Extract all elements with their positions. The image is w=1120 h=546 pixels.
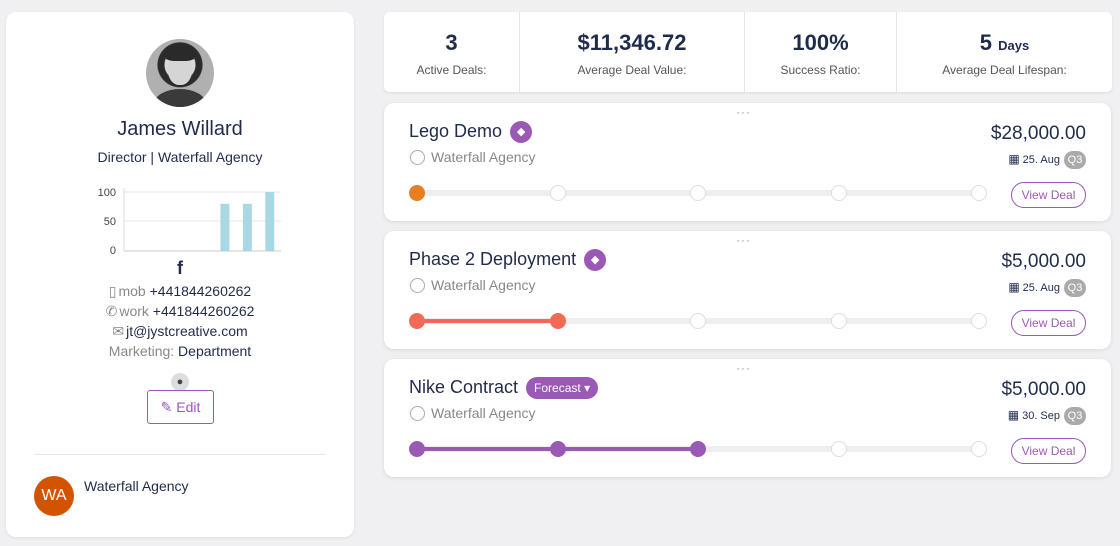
stage-node[interactable] xyxy=(830,185,847,201)
profile-name: James Willard xyxy=(117,118,243,140)
deal-company: Waterfall Agency xyxy=(431,277,536,293)
tag-icon[interactable]: ◆ xyxy=(510,121,533,144)
pencil-icon: ✎ xyxy=(160,399,173,415)
deal-card[interactable]: ··· Lego Demo ◆ Waterfall Agency $28,000.… xyxy=(384,103,1111,221)
profile-card: James Willard Director | Waterfall Agenc… xyxy=(6,12,354,537)
deal-amount: $5,000.00 xyxy=(1001,251,1086,272)
activity-mini-chart: 100 50 0 xyxy=(98,187,281,256)
edit-button[interactable]: ✎ Edit xyxy=(147,390,214,424)
mobile-line: ▯ mob +441844260262 xyxy=(108,283,252,299)
caret-down-icon: ▾ xyxy=(584,381,591,396)
location-pin-icon[interactable]: ● xyxy=(171,373,189,391)
email-line: ✉ jt@jystcreative.com xyxy=(6,323,354,340)
phone-icon: ✆ xyxy=(105,303,118,319)
stage-progress xyxy=(409,185,987,201)
stage-node[interactable] xyxy=(690,185,706,201)
quarter-badge: Q3 xyxy=(1064,279,1086,297)
drag-handle-icon[interactable]: ··· xyxy=(736,361,751,375)
deal-amount: $5,000.00 xyxy=(1001,379,1086,400)
stage-progress-fill xyxy=(417,319,558,323)
stage-progress xyxy=(409,441,987,457)
calendar-icon: ▦ xyxy=(1008,279,1020,294)
stage-node[interactable] xyxy=(690,441,706,457)
view-deal-button[interactable]: View Deal xyxy=(1011,310,1086,336)
email-link[interactable]: jt@jystcreative.com xyxy=(126,323,248,339)
stage-node[interactable] xyxy=(549,185,566,201)
work-line: ✆ work +441844260262 xyxy=(105,303,255,319)
stage-node[interactable] xyxy=(409,313,425,329)
view-deal-button[interactable]: View Deal xyxy=(1011,182,1086,208)
org-name-link[interactable]: Waterfall Agency xyxy=(84,478,189,494)
department-value: Department xyxy=(178,343,252,359)
deal-date: 25. Aug xyxy=(1022,153,1060,166)
deal-amount: $28,000.00 xyxy=(990,123,1086,144)
y-tick-label: 50 xyxy=(104,216,116,228)
deal-name[interactable]: Lego Demo xyxy=(409,121,503,141)
tag-icon[interactable]: ◆ xyxy=(584,249,607,272)
drag-handle-icon[interactable]: ··· xyxy=(736,233,751,247)
stage-progress xyxy=(409,313,987,329)
deal-date: 25. Aug xyxy=(1022,281,1060,294)
stage-node[interactable] xyxy=(549,441,566,457)
deal-name[interactable]: Nike Contract xyxy=(409,377,519,397)
globe-icon xyxy=(410,405,425,421)
y-tick-label: 0 xyxy=(110,245,116,256)
stage-node[interactable] xyxy=(409,441,425,457)
stage-node[interactable] xyxy=(971,441,987,457)
divider xyxy=(34,454,326,455)
stats-bar: 3 Active Deals: $11,346.72 Average Deal … xyxy=(384,12,1112,92)
view-deal-button[interactable]: View Deal xyxy=(1011,438,1086,464)
stat-success-ratio: 100% Success Ratio: xyxy=(745,12,897,92)
stat-average-lifespan: 5 Days Average Deal Lifespan: xyxy=(942,30,1067,77)
stage-node[interactable] xyxy=(549,313,566,329)
stage-node[interactable] xyxy=(971,313,987,329)
envelope-icon: ✉ xyxy=(112,323,125,339)
quarter-badge: Q3 xyxy=(1064,151,1086,169)
globe-icon xyxy=(410,149,425,165)
mini-chart-bar xyxy=(220,203,230,251)
calendar-icon: ▦ xyxy=(1008,151,1020,166)
forecast-dropdown[interactable]: Forecast ▾ xyxy=(526,377,599,400)
profile-title: Director | Waterfall Agency xyxy=(97,149,263,165)
deal-company: Waterfall Agency xyxy=(431,405,536,421)
stat-active-deals: 3 Active Deals: xyxy=(384,12,520,92)
stat-average-deal-value: $11,346.72 Average Deal Value: xyxy=(520,12,745,92)
stage-node[interactable] xyxy=(690,313,706,329)
facebook-icon[interactable]: f xyxy=(177,258,183,278)
drag-handle-icon[interactable]: ··· xyxy=(736,105,751,119)
stage-node[interactable] xyxy=(830,441,847,457)
mini-chart-bar xyxy=(265,192,275,251)
avatar[interactable] xyxy=(146,39,214,107)
deal-card[interactable]: ··· Nike Contract Forecast ▾ Waterfall Ag… xyxy=(384,359,1111,477)
mobile-icon: ▯ xyxy=(108,283,117,299)
stage-node[interactable] xyxy=(409,185,425,201)
mobile-number[interactable]: +441844260262 xyxy=(149,283,252,299)
deal-company: Waterfall Agency xyxy=(431,149,536,165)
mini-chart-bar xyxy=(242,203,252,251)
quarter-badge: Q3 xyxy=(1064,407,1086,425)
calendar-icon: ▦ xyxy=(1007,407,1020,422)
stage-node[interactable] xyxy=(830,313,847,329)
deal-date: 30. Sep xyxy=(1022,409,1060,422)
department-line: Marketing: Department xyxy=(108,343,252,359)
deal-name[interactable]: Phase 2 Deployment xyxy=(409,249,577,269)
deal-card[interactable]: ··· Phase 2 Deployment ◆ Waterfall Agency… xyxy=(384,231,1111,349)
stage-node[interactable] xyxy=(971,185,987,201)
y-tick-label: 100 xyxy=(98,187,116,199)
org-avatar[interactable]: WA xyxy=(34,476,74,516)
work-number[interactable]: +441844260262 xyxy=(152,303,255,319)
globe-icon xyxy=(410,277,425,293)
